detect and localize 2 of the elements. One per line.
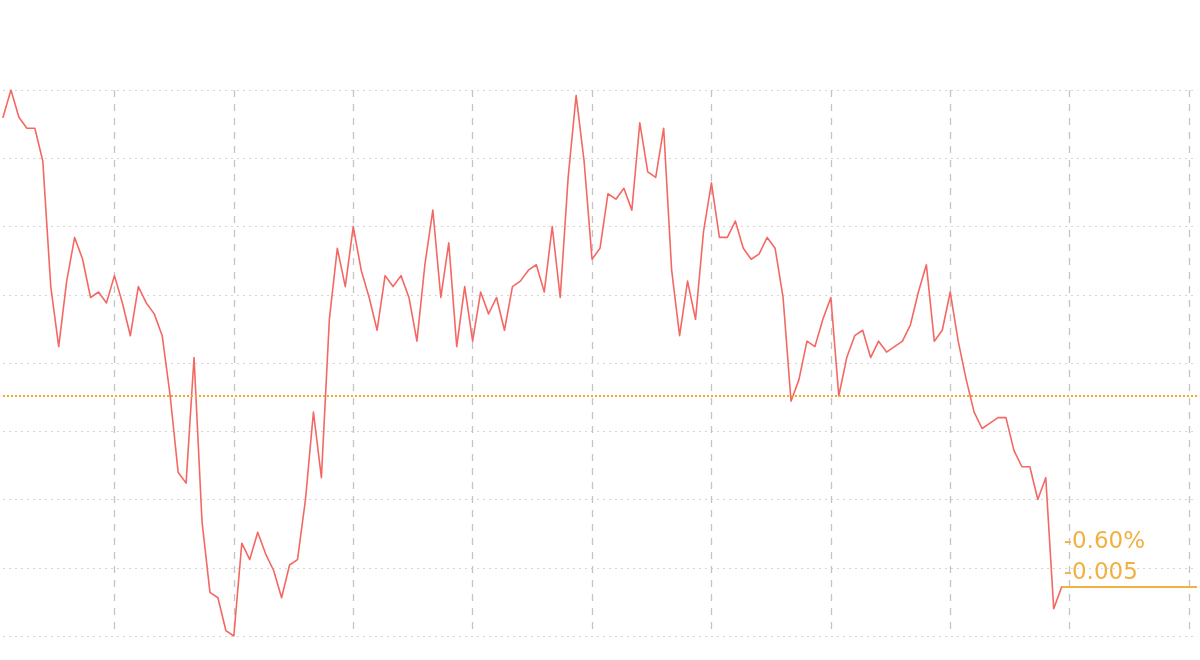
annotation: -0.005 bbox=[1063, 557, 1138, 584]
annotation: -0.60% bbox=[1063, 526, 1146, 553]
